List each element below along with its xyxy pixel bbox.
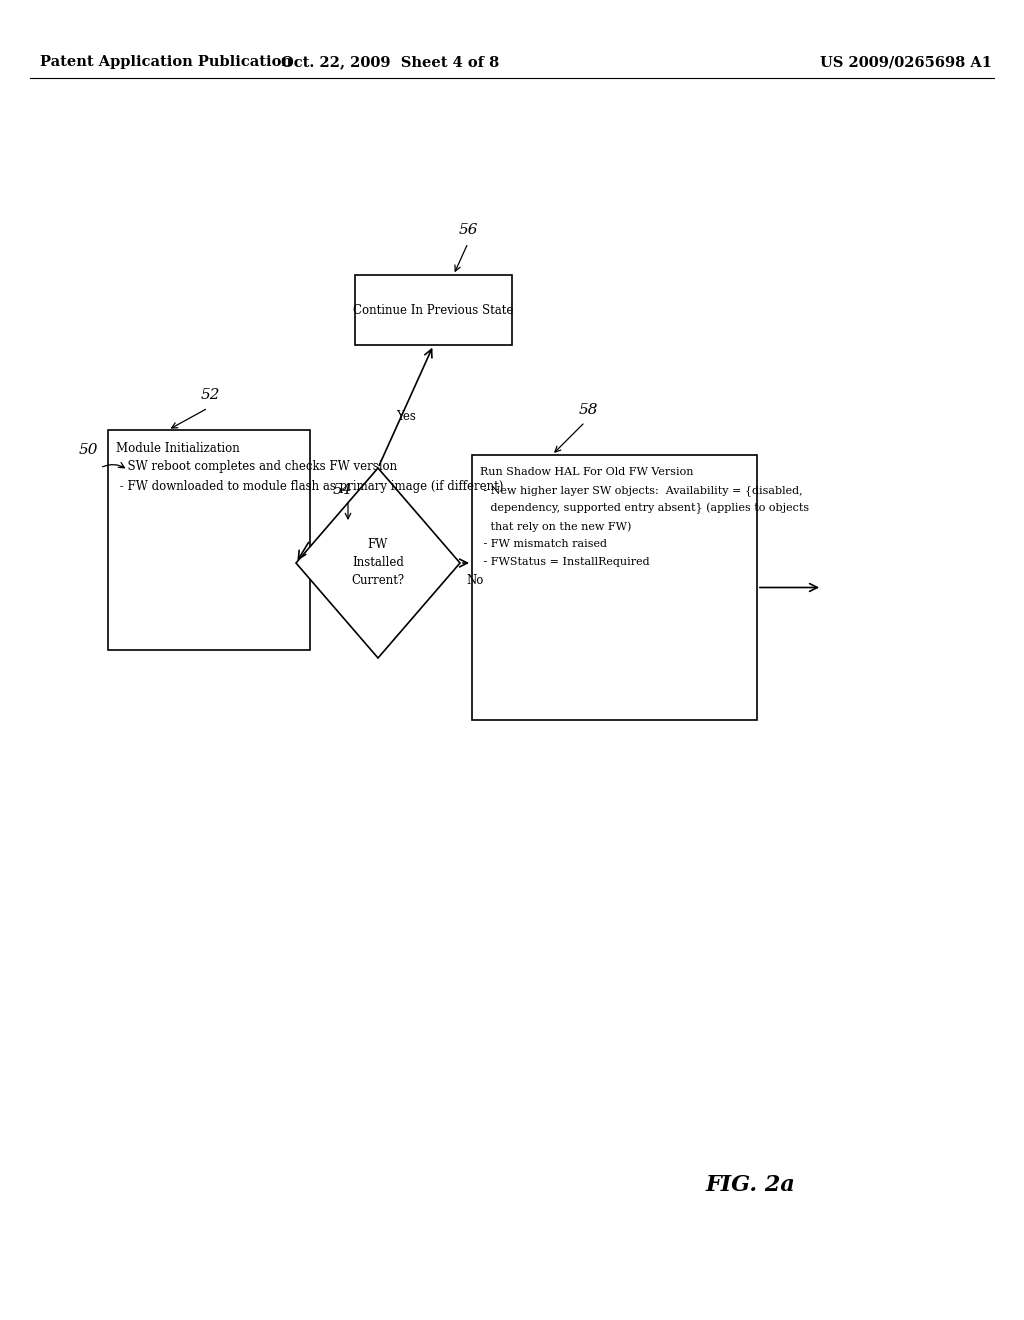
Text: Yes: Yes [396,411,416,422]
Text: - New higher layer SW objects:  Availability = {disabled,: - New higher layer SW objects: Availabil… [480,484,803,496]
Text: 50: 50 [78,444,97,457]
Text: FW
Installed
Current?: FW Installed Current? [351,539,404,587]
Text: US 2009/0265698 A1: US 2009/0265698 A1 [820,55,992,69]
Text: 56: 56 [459,223,478,238]
Text: that rely on the new FW): that rely on the new FW) [480,521,632,532]
Text: No: No [466,574,483,587]
Text: 58: 58 [579,403,598,417]
Text: Patent Application Publication: Patent Application Publication [40,55,292,69]
Text: Run Shadow HAL For Old FW Version: Run Shadow HAL For Old FW Version [480,467,693,477]
Text: Module Initialization: Module Initialization [116,442,240,455]
Text: - FW mismatch raised: - FW mismatch raised [480,539,607,549]
Text: Oct. 22, 2009  Sheet 4 of 8: Oct. 22, 2009 Sheet 4 of 8 [281,55,499,69]
Text: FIG. 2a: FIG. 2a [706,1173,795,1196]
Text: Continue In Previous State: Continue In Previous State [353,304,514,317]
Text: dependency, supported entry absent} (applies to objects: dependency, supported entry absent} (app… [480,503,809,515]
Bar [108,430,310,649]
Text: - FW downloaded to module flash as primary image (if different): - FW downloaded to module flash as prima… [116,480,504,492]
Bar [472,455,757,719]
Text: - SW reboot completes and checks FW version: - SW reboot completes and checks FW vers… [116,459,397,473]
Bar [355,275,512,345]
Polygon shape [296,469,460,657]
Text: - FWStatus = InstallRequired: - FWStatus = InstallRequired [480,557,649,568]
Text: 54: 54 [332,483,352,498]
Text: 52: 52 [201,388,220,403]
